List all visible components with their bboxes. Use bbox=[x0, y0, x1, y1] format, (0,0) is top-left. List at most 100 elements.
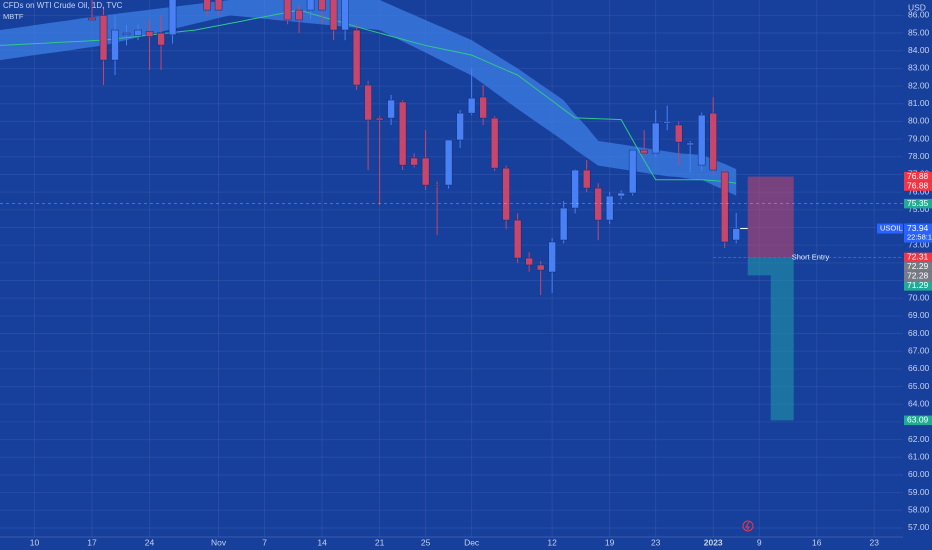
level-label: 76.88 bbox=[907, 171, 929, 181]
x-tick-label: 7 bbox=[262, 537, 267, 547]
candle-body bbox=[352, 29, 361, 86]
candle-body bbox=[398, 101, 407, 166]
y-tick-label: 76.00 bbox=[908, 186, 930, 196]
candle-body bbox=[387, 99, 395, 119]
axis-unit: USD bbox=[908, 2, 926, 12]
candle-body bbox=[111, 29, 119, 61]
event-icon-bolt bbox=[745, 521, 750, 531]
candle-body bbox=[168, 0, 177, 36]
candle-body bbox=[157, 32, 165, 46]
y-tick-label: 61.00 bbox=[908, 452, 930, 462]
level-box bbox=[904, 415, 932, 426]
candle-body bbox=[663, 121, 671, 124]
stop-zone bbox=[747, 176, 794, 258]
candle-body bbox=[329, 0, 338, 31]
candle-body bbox=[145, 31, 154, 37]
x-tick-label: 24 bbox=[145, 537, 155, 547]
symbol-label: USOIL bbox=[880, 224, 903, 233]
x-tick-label: 23 bbox=[870, 537, 880, 547]
candle-body bbox=[479, 96, 487, 119]
candle-body bbox=[686, 142, 694, 146]
level-box bbox=[904, 281, 932, 291]
candle-body bbox=[410, 157, 418, 166]
candle-body bbox=[548, 241, 556, 273]
y-tick-label: 83.00 bbox=[908, 63, 930, 73]
level-box bbox=[904, 198, 932, 209]
candle-body bbox=[571, 169, 579, 209]
x-tick-label: 16 bbox=[812, 537, 822, 547]
x-tick-label: 12 bbox=[547, 537, 557, 547]
candle-body bbox=[697, 114, 706, 166]
y-tick-label: 58.00 bbox=[908, 505, 930, 515]
indicator-label: MBTF bbox=[3, 12, 24, 21]
y-tick-label: 60.00 bbox=[908, 469, 930, 479]
candle-body bbox=[594, 187, 602, 221]
symbol-box bbox=[877, 223, 903, 234]
candle-body bbox=[375, 117, 384, 121]
level-box bbox=[904, 262, 932, 272]
countdown: 22:58:1 bbox=[907, 233, 932, 242]
y-tick-label: 66.00 bbox=[908, 363, 930, 373]
candle-body bbox=[513, 219, 522, 259]
y-tick-label: 70.00 bbox=[908, 292, 930, 302]
candle-body bbox=[456, 112, 464, 141]
level-box bbox=[904, 271, 932, 282]
level-box bbox=[904, 252, 932, 263]
level-label: 72.29 bbox=[907, 261, 929, 271]
candle-body bbox=[617, 192, 625, 197]
x-tick-label: Dec bbox=[464, 537, 480, 547]
candle-body bbox=[732, 228, 740, 241]
candle-body bbox=[490, 117, 499, 169]
candle-body bbox=[99, 15, 108, 61]
candle-body bbox=[640, 149, 648, 154]
level-label: 76.88 bbox=[907, 180, 929, 190]
level-label: 63.09 bbox=[907, 415, 929, 425]
candle-body bbox=[467, 97, 476, 114]
x-tick-label: 10 bbox=[30, 537, 40, 547]
x-tick-label: 21 bbox=[375, 537, 385, 547]
candle-body bbox=[214, 0, 223, 11]
chart-title: CFDs on WTI Crude Oil, 1D, TVC bbox=[3, 1, 123, 10]
candle-body bbox=[651, 122, 660, 154]
candle-body bbox=[203, 0, 211, 11]
candle-body bbox=[605, 195, 614, 221]
candle-body bbox=[134, 29, 142, 36]
last-price-label: 73.94 bbox=[907, 223, 929, 233]
candle-body bbox=[502, 167, 510, 221]
y-tick-label: 86.00 bbox=[908, 10, 930, 20]
entry-label: Short Entry bbox=[792, 252, 830, 261]
y-tick-label: 79.00 bbox=[908, 133, 930, 143]
y-tick-label: 80.00 bbox=[908, 116, 930, 126]
level-box bbox=[904, 171, 932, 182]
level-label: 75.35 bbox=[907, 198, 929, 208]
x-tick-label: 9 bbox=[757, 537, 762, 547]
candle-body bbox=[444, 139, 453, 186]
candle-body bbox=[341, 0, 349, 31]
candle-body bbox=[122, 32, 131, 36]
y-tick-label: 67.00 bbox=[908, 345, 930, 355]
y-tick-label: 64.00 bbox=[908, 399, 930, 409]
y-tick-label: 84.00 bbox=[908, 45, 930, 55]
candle-body bbox=[536, 264, 545, 271]
y-tick-label: 75.00 bbox=[908, 204, 930, 214]
y-tick-label: 59.00 bbox=[908, 487, 930, 497]
y-tick-label: 69.00 bbox=[908, 310, 930, 320]
y-tick-label: 62.00 bbox=[908, 434, 930, 444]
candle-body bbox=[628, 149, 637, 194]
indicator-line bbox=[0, 9, 737, 184]
x-tick-label: 19 bbox=[605, 537, 615, 547]
x-tick-label: 17 bbox=[87, 537, 97, 547]
candle-body bbox=[433, 184, 441, 187]
y-tick-label: 85.00 bbox=[908, 27, 930, 37]
candle-body bbox=[709, 112, 717, 171]
event-icon[interactable] bbox=[742, 520, 754, 532]
level-label: 72.28 bbox=[907, 271, 929, 281]
y-tick-label: 57.00 bbox=[908, 522, 930, 532]
x-tick-label: 14 bbox=[317, 537, 327, 547]
candle-body bbox=[421, 157, 430, 186]
y-tick-label: 81.00 bbox=[908, 98, 930, 108]
overlay: CFDs on WTI Crude Oil, 1D, TVC MBTF USD bbox=[3, 1, 926, 532]
x-tick-label: 23 bbox=[651, 537, 661, 547]
